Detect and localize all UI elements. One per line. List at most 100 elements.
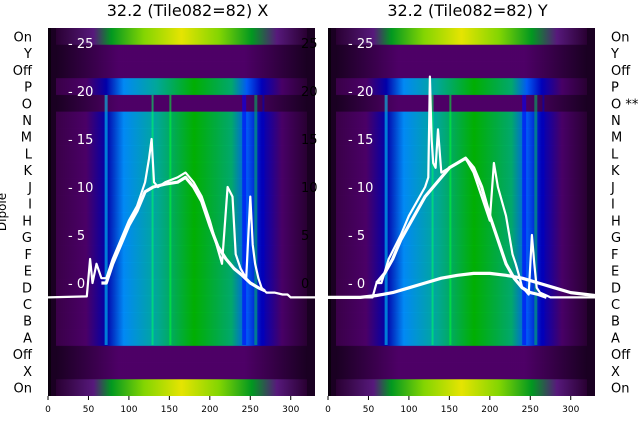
heatmap-row-k <box>336 161 587 180</box>
heatmap-row-k <box>56 161 307 180</box>
overlay-tick-label: - 0 <box>348 277 365 292</box>
heatmap-streak <box>534 95 538 345</box>
mirror-tick-label: 0 <box>301 277 309 292</box>
heatmap-row-o <box>56 94 307 113</box>
heatmap-streak <box>522 95 527 345</box>
heatmap-row-n <box>336 111 587 129</box>
dipole-label-right: G <box>611 231 621 246</box>
dipole-label-left: Off <box>13 64 33 79</box>
dipole-label-right: B <box>611 315 620 330</box>
dipole-label-left: K <box>23 164 32 179</box>
x-tick-label: 50 <box>363 405 375 415</box>
overlay-tick-label: - 5 <box>68 229 85 244</box>
heatmap-row-m <box>56 128 307 146</box>
dipole-label-left: Y <box>23 47 32 62</box>
panel-title: 32.2 (Tile082=82) X <box>107 1 269 20</box>
y-axis-label: Dipole <box>0 193 9 231</box>
heatmap-row-a <box>56 329 307 347</box>
dipole-label-right: E <box>611 265 619 280</box>
heatmap-row-c <box>56 295 307 313</box>
dipole-label-left: N <box>22 114 32 129</box>
dipole-label-left: G <box>22 231 32 246</box>
dipole-label-right: L <box>611 147 619 162</box>
series-line <box>328 75 595 299</box>
dipole-label-right: D <box>611 281 621 296</box>
x-tick-label: 150 <box>161 405 178 415</box>
heatmap-row-b <box>336 312 587 330</box>
mirror-tick-label: 20 <box>301 85 318 100</box>
dipole-label-left: F <box>25 248 32 263</box>
dipole-label-left: On <box>14 382 32 397</box>
dipole-label-right: F <box>611 248 618 263</box>
heatmap-row-p <box>56 78 307 96</box>
dipole-label-left: M <box>21 131 32 146</box>
dipole-label-right: A <box>611 331 620 346</box>
heatmap-streak <box>431 95 434 345</box>
panel-y: - 25 - 20 - 15 - 10 - 5 - 0 0 50 100 150 200 250 300… <box>325 1 595 415</box>
dipole-label-left: I <box>28 198 32 213</box>
heatmap-row-p <box>336 78 587 96</box>
dipole-label-right: C <box>611 298 620 313</box>
dipole-label-right: On <box>611 382 629 397</box>
heatmap-row-off <box>336 61 587 79</box>
heatmap-row-x <box>336 362 587 380</box>
dipole-label-left: B <box>23 315 32 330</box>
heatmap-row-on <box>336 28 587 46</box>
dipole-label-left: Off <box>13 348 33 363</box>
dipole-label-right: Off <box>611 64 631 79</box>
dipole-label-left: D <box>22 281 32 296</box>
heatmap-streak <box>169 95 172 345</box>
overlay-tick-label: - 20 <box>348 85 373 100</box>
mirror-tick-label: 10 <box>301 181 318 196</box>
heatmap-row-i <box>336 195 587 213</box>
overlay-tick-label: - 0 <box>68 277 85 292</box>
heatmap-row-x <box>56 362 307 380</box>
heatmap-row-e <box>336 262 587 280</box>
heatmap-row-on <box>56 28 307 46</box>
heatmap-row-j <box>336 178 587 196</box>
heatmap-row-y <box>336 44 587 62</box>
x-tick-label: 50 <box>83 405 95 415</box>
dipole-label-right: P <box>611 81 619 96</box>
heatmap-streak <box>254 95 258 345</box>
heatmap-row-off <box>336 345 587 364</box>
dipole-label-left: A <box>23 331 32 346</box>
heatmap-streak <box>151 95 154 345</box>
dipole-label-right: X <box>611 365 620 380</box>
heatmap-row-l <box>56 145 307 163</box>
heatmap-streak <box>104 95 108 345</box>
mirror-tick-label: 15 <box>301 133 318 148</box>
heatmap-streak <box>449 95 452 345</box>
mirror-tick-label: 5 <box>301 229 309 244</box>
heatmap-edge <box>48 28 51 396</box>
heatmap-row-y <box>56 44 307 62</box>
heatmap-area <box>48 28 315 396</box>
heatmap-streak <box>242 95 247 345</box>
mirror-tick-label: 25 <box>301 37 318 52</box>
x-tick-label: 250 <box>522 405 539 415</box>
x-tick-label: 0 <box>325 405 331 415</box>
x-tick-label: 0 <box>45 405 51 415</box>
x-tick-label: 200 <box>201 405 218 415</box>
heatmap-row-g <box>336 228 587 246</box>
overlay-tick-label: - 10 <box>348 181 373 196</box>
overlay-tick-label: - 5 <box>348 229 365 244</box>
dipole-label-left: C <box>23 298 32 313</box>
x-tick-label: 100 <box>400 405 417 415</box>
x-tick-label: 200 <box>481 405 498 415</box>
dipole-label-right: Off <box>611 348 631 363</box>
dipole-label-left: J <box>27 181 32 196</box>
heatmap-row-b <box>56 312 307 330</box>
x-tick-label: 300 <box>562 405 579 415</box>
heatmap-streak <box>542 95 545 345</box>
overlay-tick-label: - 25 <box>348 37 373 52</box>
heatmap-row-on <box>56 379 307 396</box>
heatmap-row-a <box>336 329 587 347</box>
series-line <box>328 271 595 299</box>
dipole-label-left: On <box>14 30 32 45</box>
dipole-label-left: E <box>24 265 32 280</box>
dipole-label-right: K <box>611 164 620 179</box>
panel-title: 32.2 (Tile082=82) Y <box>387 1 548 20</box>
